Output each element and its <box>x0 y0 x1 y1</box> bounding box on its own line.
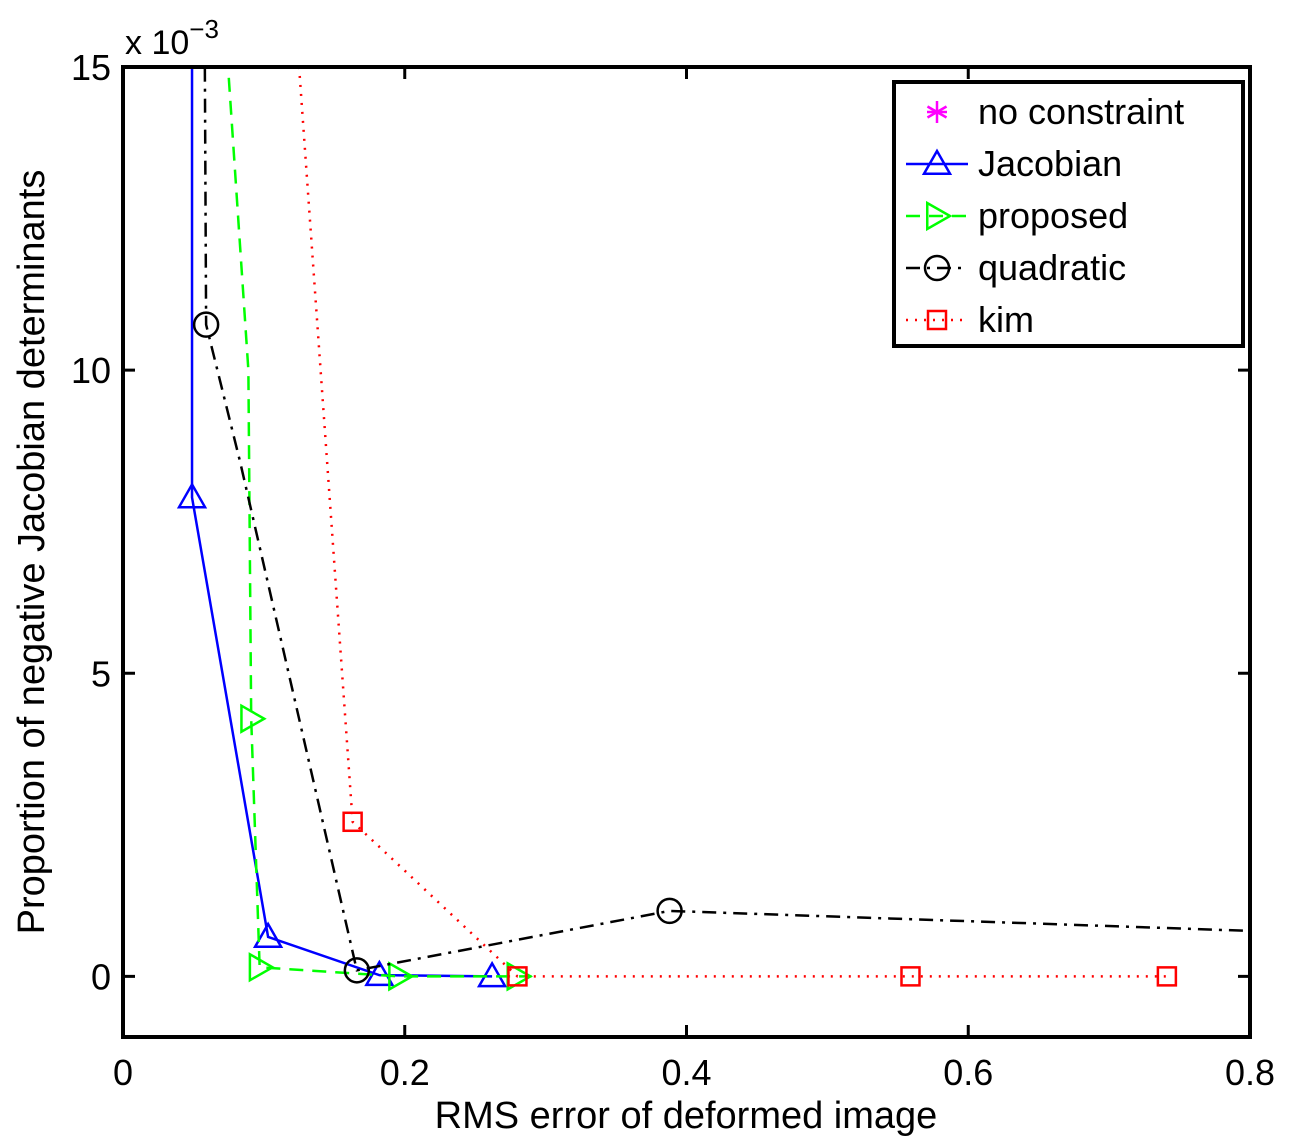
legend-entry-kim: kim <box>906 299 1034 340</box>
legend-label-Jacobian: Jacobian <box>978 143 1122 184</box>
x-tick-label: 0.6 <box>943 1052 993 1093</box>
legend-entry-proposed: proposed <box>906 195 1128 236</box>
marker-kim <box>507 966 528 987</box>
legend-label-kim: kim <box>978 299 1034 340</box>
marker-quadratic <box>192 311 220 338</box>
x-axis-label: RMS error of deformed image <box>435 1095 938 1137</box>
y-tick-label: 5 <box>91 653 111 694</box>
legend-entry-quadratic: quadratic <box>906 247 1126 288</box>
marker-kim <box>1156 966 1178 987</box>
y-tick-label: 0 <box>91 956 111 997</box>
legend-label-no-constraint: no constraint <box>978 91 1184 132</box>
ticks-layer: 0 0.2 0.4 0.6 0.8 0 5 10 15 <box>71 47 1275 1093</box>
x-tick-label: 0.8 <box>1225 1052 1275 1093</box>
x-tick-label: 0 <box>113 1052 133 1093</box>
legend-entry-Jacobian: Jacobian <box>906 143 1122 184</box>
legend-entry-no-constraint: no constraint <box>926 91 1184 132</box>
legend-marker-no-constraint <box>926 101 948 123</box>
legend-marker-kim <box>926 309 948 331</box>
marker-kim <box>342 811 363 833</box>
marker-Jacobian <box>364 959 395 987</box>
legend-marker-Jacobian <box>921 148 953 175</box>
marker-Jacobian <box>252 921 284 948</box>
legend: no constraint Jacobian proposed quadratic ki… <box>892 80 1245 348</box>
marker-kim <box>900 966 921 987</box>
series-layer <box>176 67 1250 992</box>
legend-marker-quadratic <box>923 254 951 282</box>
legend-box <box>892 80 1245 348</box>
series-line-quadratic <box>203 67 1250 972</box>
legend-label-quadratic: quadratic <box>978 247 1126 288</box>
series-quadratic <box>192 67 1250 984</box>
marker-Jacobian <box>176 481 208 509</box>
x-tick-label: 0.4 <box>661 1052 711 1093</box>
marker-quadratic <box>656 897 683 925</box>
y-tick-label: 10 <box>71 350 111 391</box>
x-tick-label: 0.2 <box>380 1052 430 1093</box>
legend-marker-proposed <box>926 200 953 232</box>
y-multiplier-exponent: −3 <box>189 14 219 44</box>
marker-proposed <box>240 703 267 734</box>
y-multiplier-prefix: x 10 <box>125 24 189 62</box>
marker-proposed <box>388 961 415 992</box>
marker-Jacobian <box>476 960 508 988</box>
y-multiplier: x 10−3 <box>125 14 219 62</box>
y-axis-label: Proportion of negative Jacobian determin… <box>11 170 53 935</box>
series-line-kim <box>297 67 1167 978</box>
legend-label-proposed: proposed <box>978 195 1128 236</box>
y-tick-label: 15 <box>71 47 111 88</box>
marker-proposed <box>248 952 276 983</box>
series-kim <box>297 67 1178 987</box>
marker-quadratic <box>343 957 371 984</box>
